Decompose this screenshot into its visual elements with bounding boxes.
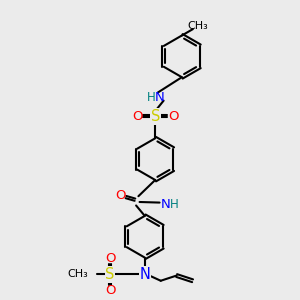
Text: N: N — [155, 91, 164, 104]
Text: O: O — [132, 110, 142, 123]
Text: S: S — [151, 109, 160, 124]
Text: N: N — [161, 197, 171, 211]
Text: CH₃: CH₃ — [68, 269, 88, 279]
Text: O: O — [115, 189, 125, 202]
Text: H: H — [170, 197, 178, 211]
Text: CH₃: CH₃ — [188, 21, 208, 31]
Text: H: H — [147, 91, 156, 104]
Text: O: O — [105, 252, 115, 265]
Text: S: S — [105, 267, 115, 282]
Text: O: O — [168, 110, 178, 123]
Text: O: O — [105, 284, 115, 297]
Text: N: N — [140, 267, 150, 282]
